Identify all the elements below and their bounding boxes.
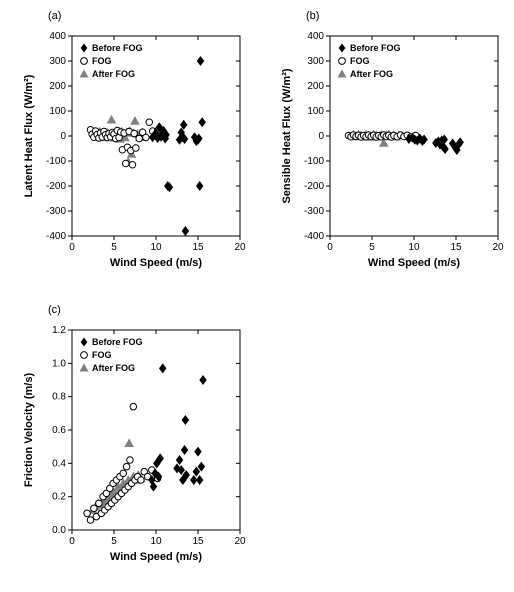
svg-text:15: 15 xyxy=(192,242,204,253)
svg-text:300: 300 xyxy=(49,56,66,67)
svg-text:0.4: 0.4 xyxy=(52,458,66,469)
legend-item-label: FOG xyxy=(92,350,112,360)
svg-text:-100: -100 xyxy=(46,156,66,167)
svg-text:5: 5 xyxy=(111,242,117,253)
svg-text:1.2: 1.2 xyxy=(52,325,66,336)
legend-item-label: After FOG xyxy=(350,69,393,79)
svg-text:15: 15 xyxy=(192,536,204,547)
svg-text:-400: -400 xyxy=(304,231,324,242)
y-axis-title: Latent Heat Flux (W/m²) xyxy=(23,74,35,197)
legend-item-label: FOG xyxy=(92,56,112,66)
svg-text:400: 400 xyxy=(49,31,66,42)
svg-text:-400: -400 xyxy=(46,231,66,242)
svg-text:-100: -100 xyxy=(304,156,324,167)
svg-text:5: 5 xyxy=(369,242,375,253)
svg-text:200: 200 xyxy=(49,81,66,92)
x-axis-title: Wind Speed (m/s) xyxy=(368,257,461,269)
chart-c: 0 5 10 15 20 0.0 0.2 0.4 0.6 0.8 1.0 1.2 Wind Speed … xyxy=(18,320,248,570)
panel-b: 0 5 10 15 20 -400 -300 -200 -100 0 100 200 300 400 Win… xyxy=(276,26,506,276)
panel-c: 0 5 10 15 20 0.0 0.2 0.4 0.6 0.8 1.0 1.2 Wind Speed … xyxy=(18,320,248,570)
legend-item-label: Before FOG xyxy=(92,43,143,53)
svg-text:5: 5 xyxy=(111,536,117,547)
legend-item-label: Before FOG xyxy=(92,337,143,347)
svg-text:10: 10 xyxy=(408,242,420,253)
x-axis-title: Wind Speed (m/s) xyxy=(110,551,203,563)
svg-text:0: 0 xyxy=(318,131,324,142)
svg-text:-300: -300 xyxy=(46,206,66,217)
panel-label-b: (b) xyxy=(306,10,319,22)
svg-text:-300: -300 xyxy=(304,206,324,217)
panel-label-a: (a) xyxy=(48,10,61,22)
svg-text:0.0: 0.0 xyxy=(52,525,66,536)
svg-text:100: 100 xyxy=(49,106,66,117)
svg-text:1.0: 1.0 xyxy=(52,358,66,369)
svg-text:400: 400 xyxy=(307,31,324,42)
svg-text:0.6: 0.6 xyxy=(52,425,66,436)
chart-b: 0 5 10 15 20 -400 -300 -200 -100 0 100 200 300 400 Win… xyxy=(276,26,506,276)
y-axis-title: Sensible Heat Flux (W/m²) xyxy=(281,68,293,203)
y-axis-title: Friction Velocity (m/s) xyxy=(23,373,35,488)
legend-item-label: After FOG xyxy=(92,363,135,373)
svg-text:0.8: 0.8 xyxy=(52,392,66,403)
svg-text:300: 300 xyxy=(307,56,324,67)
panel-label-c: (c) xyxy=(48,304,61,316)
svg-text:0: 0 xyxy=(69,242,75,253)
legend-item-label: After FOG xyxy=(92,69,135,79)
svg-text:0: 0 xyxy=(60,131,66,142)
svg-text:15: 15 xyxy=(450,242,462,253)
svg-text:0.2: 0.2 xyxy=(52,492,66,503)
panel-a: 0 5 10 15 20 -400 -300 -200 -100 0 100 200 300 400 Win… xyxy=(18,26,248,276)
x-axis-title: Wind Speed (m/s) xyxy=(110,257,203,269)
chart-a: 0 5 10 15 20 -400 -300 -200 -100 0 100 200 300 400 Win… xyxy=(18,26,248,276)
svg-text:100: 100 xyxy=(307,106,324,117)
svg-text:10: 10 xyxy=(150,536,162,547)
svg-text:20: 20 xyxy=(492,242,504,253)
svg-text:20: 20 xyxy=(234,536,246,547)
svg-text:10: 10 xyxy=(150,242,162,253)
svg-text:-200: -200 xyxy=(304,181,324,192)
svg-text:0: 0 xyxy=(69,536,75,547)
svg-text:0: 0 xyxy=(327,242,333,253)
svg-text:-200: -200 xyxy=(46,181,66,192)
svg-text:20: 20 xyxy=(234,242,246,253)
legend-item-label: Before FOG xyxy=(350,43,401,53)
legend-item-label: FOG xyxy=(350,56,370,66)
svg-text:200: 200 xyxy=(307,81,324,92)
